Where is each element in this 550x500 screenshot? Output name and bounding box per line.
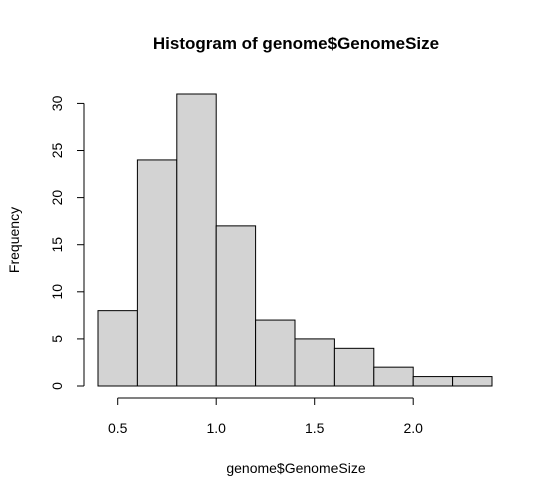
histogram-bar-9 (452, 376, 493, 387)
x-axis-label: genome$GenomeSize (226, 460, 366, 476)
histogram-bar-8 (412, 376, 454, 387)
y-axis: 0 5 10 15 20 25 30 (49, 95, 85, 390)
y-tick-label-4: 20 (49, 190, 65, 206)
x-axis: 0.5 1.0 1.5 2.0 (108, 397, 423, 436)
y-tick-label-2: 10 (49, 284, 65, 300)
y-tick-label-5: 25 (49, 143, 65, 159)
chart-title: Histogram of genome$GenomeSize (153, 34, 439, 53)
y-tick-label-1: 5 (49, 335, 65, 343)
histogram-bar-0 (97, 310, 138, 387)
histogram-bar-4 (255, 319, 296, 387)
histogram-bar-6 (333, 347, 375, 387)
histogram-bar-5 (294, 338, 335, 387)
y-axis-label: Frequency (6, 207, 22, 273)
bars-group (97, 93, 493, 387)
x-tick-label-0: 0.5 (108, 420, 128, 436)
histogram-bar-3 (215, 225, 257, 387)
x-tick-label-3: 2.0 (403, 420, 423, 436)
y-tick-label-6: 30 (49, 95, 65, 111)
histogram-bar-1 (136, 159, 178, 387)
x-tick-label-2: 1.5 (305, 420, 325, 436)
y-tick-label-0: 0 (49, 382, 65, 390)
y-tick-label-3: 15 (49, 237, 65, 253)
x-tick-label-1: 1.0 (206, 420, 226, 436)
histogram-bar-2 (176, 93, 217, 387)
histogram-bar-7 (373, 366, 414, 387)
